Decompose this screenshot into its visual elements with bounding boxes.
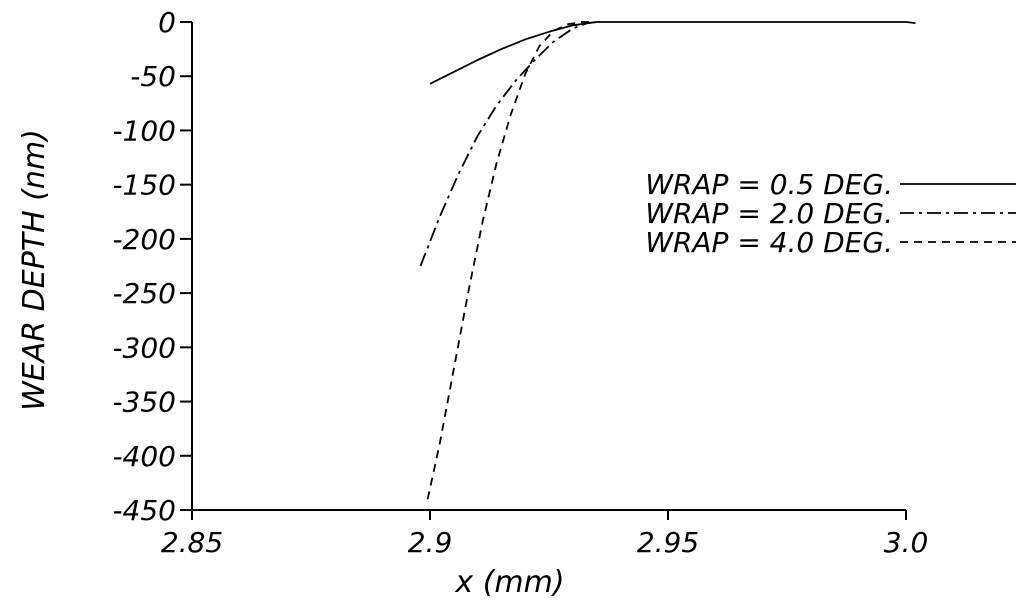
x-tick-label: 3.0: [884, 526, 929, 559]
y-tick-label: -200: [112, 223, 176, 256]
x-tick-label: 2.95: [637, 526, 699, 559]
x-tick-label: 2.9: [408, 526, 453, 559]
chart-axes: [191, 22, 906, 511]
y-axis-label: WEAR DEPTH (nm): [17, 129, 52, 411]
x-axis-label: x (mm): [454, 565, 564, 600]
series-line-2: [419, 21, 597, 267]
legend-label-3: WRAP = 4.0 DEG.: [645, 226, 893, 259]
legend-label-2: WRAP = 2.0 DEG.: [645, 197, 893, 230]
chart-ticks: 0 -50 -100 -150 -200 -250 -300 -350 -400 -4502.85…: [112, 6, 928, 559]
y-tick-label: -350: [112, 386, 176, 419]
y-tick-label: -300: [112, 331, 176, 364]
series-line-3: [426, 21, 592, 500]
y-tick-label: -250: [112, 277, 176, 310]
y-tick-label: -150: [112, 169, 176, 202]
x-tick-label: 2.85: [161, 526, 223, 559]
chart-series: [419, 21, 916, 500]
series-line-1: [429, 21, 916, 85]
y-tick-label: -50: [130, 60, 176, 93]
y-tick-label: -400: [112, 440, 176, 473]
legend-label-1: WRAP = 0.5 DEG.: [645, 168, 893, 201]
y-tick-label: 0: [158, 6, 176, 39]
y-tick-label: -100: [112, 114, 176, 147]
chart-legend: WRAP = 0.5 DEG.WRAP = 2.0 DEG.WRAP = 4.0…: [645, 168, 1016, 259]
y-tick-label: -450: [112, 494, 176, 527]
